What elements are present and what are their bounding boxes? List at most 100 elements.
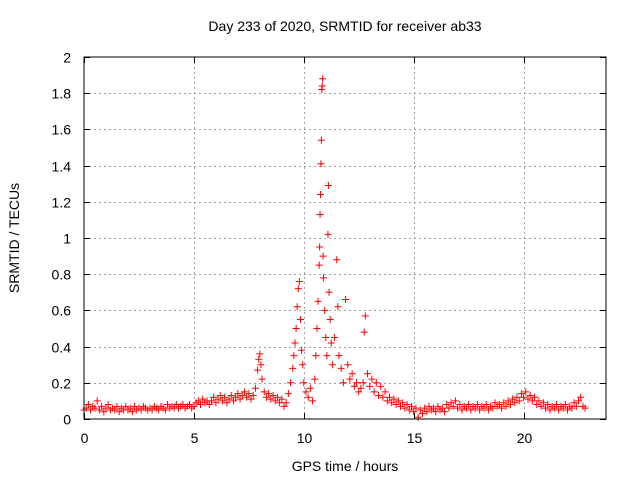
data-point [515, 397, 523, 405]
data-point [100, 408, 108, 416]
chart-title: Day 233 of 2020, SRMTID for receiver ab3… [208, 18, 481, 34]
data-point [440, 408, 448, 416]
y-tick-label: 1.8 [52, 86, 72, 102]
data-point [256, 350, 264, 358]
data-point [148, 406, 156, 414]
data-point [232, 393, 240, 401]
y-tick-label: 1.2 [52, 195, 72, 211]
data-point [458, 406, 466, 414]
x-tick-labels: 0 5 10 15 20 [81, 430, 533, 446]
data-point [161, 406, 169, 414]
data-point [443, 401, 451, 409]
data-point [102, 404, 110, 412]
data-point [418, 410, 426, 418]
data-point [234, 390, 242, 398]
data-point [245, 390, 253, 398]
data-point [449, 402, 457, 410]
data-points [80, 75, 589, 421]
data-point [522, 388, 530, 396]
data-point [240, 388, 248, 396]
data-point [546, 406, 554, 414]
data-point [93, 397, 101, 405]
data-point [276, 399, 284, 407]
data-point [544, 401, 552, 409]
data-point [331, 334, 339, 342]
data-point [295, 277, 303, 285]
data-point [396, 402, 404, 410]
data-point [473, 401, 481, 409]
data-point [164, 401, 172, 409]
data-point [236, 395, 244, 403]
data-point [312, 352, 320, 360]
data-point [531, 393, 539, 401]
data-point [370, 388, 378, 396]
data-point [287, 379, 295, 387]
data-point [316, 243, 324, 251]
data-point [484, 406, 492, 414]
data-point [327, 339, 335, 347]
data-point [323, 352, 331, 360]
data-point [465, 401, 473, 409]
data-point [296, 315, 304, 323]
data-point [299, 361, 307, 369]
data-point [317, 160, 325, 168]
data-point [260, 388, 268, 396]
data-point [344, 361, 352, 369]
data-point [360, 328, 368, 336]
data-point [520, 393, 528, 401]
y-tick-label: 1.6 [52, 122, 72, 138]
data-point [412, 404, 420, 412]
data-point [205, 401, 213, 409]
data-point [366, 382, 374, 390]
data-point [324, 230, 332, 238]
data-point [199, 395, 207, 403]
data-point [491, 399, 499, 407]
data-point [480, 404, 488, 412]
data-point [172, 401, 180, 409]
data-point [300, 379, 308, 387]
data-point [216, 391, 224, 399]
data-point [207, 397, 215, 405]
data-point [421, 404, 429, 412]
data-point [325, 288, 333, 296]
data-point [502, 402, 510, 410]
data-point [575, 397, 583, 405]
data-point [401, 404, 409, 412]
data-point [190, 402, 198, 410]
data-point [254, 366, 262, 374]
data-point [379, 393, 387, 401]
data-point [214, 395, 222, 403]
y-tick-label: 0.4 [52, 340, 72, 356]
data-point [328, 361, 336, 369]
data-point [284, 390, 292, 398]
data-point [302, 388, 310, 396]
data-point [257, 361, 265, 369]
data-point [194, 397, 202, 405]
data-point [291, 339, 299, 347]
data-point [333, 256, 341, 264]
data-point [98, 402, 106, 410]
data-point [321, 306, 329, 314]
data-point [561, 401, 569, 409]
y-tick-label: 0.6 [52, 303, 72, 319]
data-point [306, 384, 314, 392]
data-point [278, 395, 286, 403]
data-point [506, 401, 514, 409]
data-point [335, 352, 343, 360]
data-point [243, 393, 251, 401]
data-point [196, 401, 204, 409]
y-axis-label: SRMTID / TECUs [6, 183, 22, 293]
data-point [218, 397, 226, 405]
data-point [258, 375, 266, 383]
data-point [293, 303, 301, 311]
data-point [445, 404, 453, 412]
data-point [225, 395, 233, 403]
data-point [577, 393, 585, 401]
data-point [375, 391, 383, 399]
data-point [462, 404, 470, 412]
data-point [535, 397, 543, 405]
data-point [269, 391, 277, 399]
data-point [185, 401, 193, 409]
data-point [313, 325, 321, 332]
data-point [513, 393, 521, 401]
